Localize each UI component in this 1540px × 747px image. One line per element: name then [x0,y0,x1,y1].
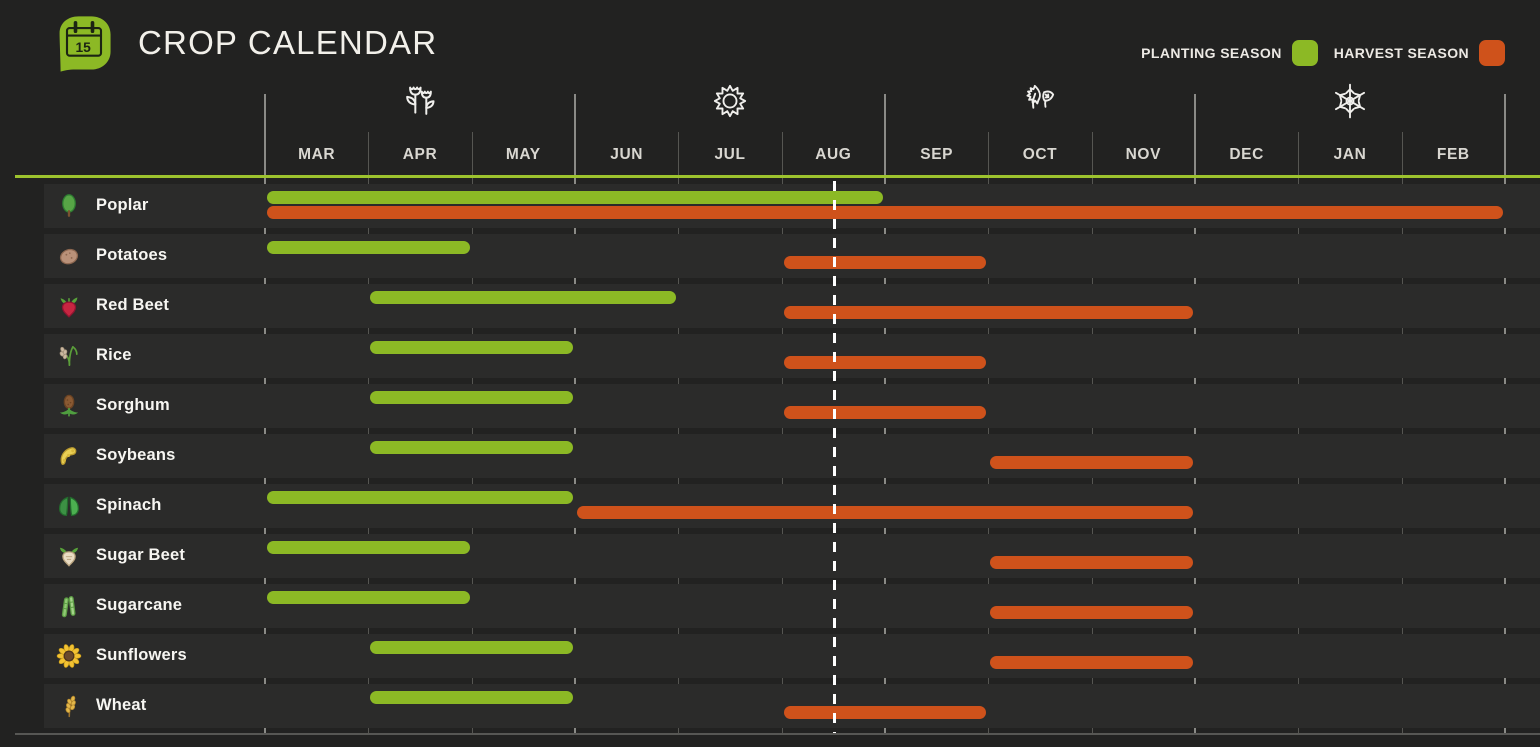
planting-bar [370,691,573,704]
crop-row [44,534,1540,578]
month-label-dec: DEC [1229,146,1264,163]
spring-flowers-icon [399,80,441,122]
planting-bar [370,341,573,354]
soybeans-icon [56,443,82,469]
month-label-may: MAY [505,146,541,163]
today-marker-line [833,181,836,733]
harvest-bar [783,356,987,369]
planting-bar [267,191,883,204]
logo-day: 15 [76,39,92,55]
month-label-jul: JUL [714,146,746,163]
crop-label: Sorghum [96,396,170,414]
legend-item-harvest: HARVEST SEASON [1334,40,1505,66]
harvest-bar [783,406,987,419]
harvest-bar [990,556,1193,569]
month-label-sep: SEP [920,146,954,163]
planting-bar [370,641,573,654]
sugar-beet-icon [56,543,82,569]
wheat-icon [56,693,82,719]
sugarcane-icon [56,593,82,619]
sunflowers-icon [56,643,82,669]
month-label-aug: AUG [815,146,852,163]
crop-row [44,584,1540,628]
sorghum-icon [56,393,82,419]
spinach-icon [56,493,82,519]
planting-bar [370,391,573,404]
planting-bar [267,241,470,254]
month-label-jan: JAN [1333,146,1367,163]
crop-label: Spinach [96,496,162,514]
month-gridline [1401,132,1403,733]
chart-bottom-border [15,733,1540,735]
harvest-bar [990,656,1193,669]
month-gridline [1298,132,1300,733]
month-label-oct: OCT [1022,146,1058,163]
potatoes-icon [56,243,82,269]
harvest-bar [990,606,1193,619]
harvest-season-swatch [1479,40,1505,66]
harvest-bar [577,506,1193,519]
planting-bar [267,541,470,554]
planting-bar [370,291,677,304]
month-label-jun: JUN [610,146,644,163]
planting-season-swatch [1291,40,1318,66]
month-label-apr: APR [402,146,438,163]
harvest-season-label: HARVEST SEASON [1333,45,1469,61]
summer-sun-icon [709,80,751,122]
page-title: CROP CALENDAR [138,24,438,61]
harvest-bar [990,456,1193,469]
crop-label: Sugarcane [96,596,183,614]
harvest-bar [783,306,1193,319]
harvest-bar [267,206,1503,219]
planting-season-label: PLANTING SEASON [1141,45,1282,61]
crop-label: Sugar Beet [96,546,186,564]
month-gridline [678,132,680,733]
winter-snowflake-icon [1329,80,1371,122]
month-label-mar: MAR [298,146,336,163]
planting-bar [267,491,573,504]
red-beet-icon [56,293,82,319]
crop-row [44,434,1540,478]
month-gridline [988,132,990,733]
harvest-bar [783,706,987,719]
harvest-bar [783,256,987,269]
legend-item-planting: PLANTING SEASON [1141,40,1318,66]
month-gridline [1091,132,1093,733]
rice-icon [56,343,82,369]
crop-label: Rice [96,346,132,364]
month-gridline [368,132,370,733]
month-gridline [471,132,473,733]
crop-label: Poplar [96,196,149,214]
autumn-leaves-icon [1019,80,1061,122]
header-underline [15,175,1540,178]
planting-bar [267,591,470,604]
poplar-icon [56,193,82,219]
month-label-feb: FEB [1436,146,1470,163]
crop-label: Potatoes [96,246,168,264]
crop-row [44,634,1540,678]
crop-label: Wheat [96,696,147,714]
calendar-icon: 15 [50,10,118,78]
crop-label: Soybeans [96,446,176,464]
month-label-nov: NOV [1125,146,1162,163]
crop-label: Red Beet [96,296,170,314]
legend: PLANTING SEASON HARVEST SEASON [1141,40,1505,66]
crop-label: Sunflowers [96,646,187,664]
month-gridline [781,132,783,733]
planting-bar [370,441,573,454]
